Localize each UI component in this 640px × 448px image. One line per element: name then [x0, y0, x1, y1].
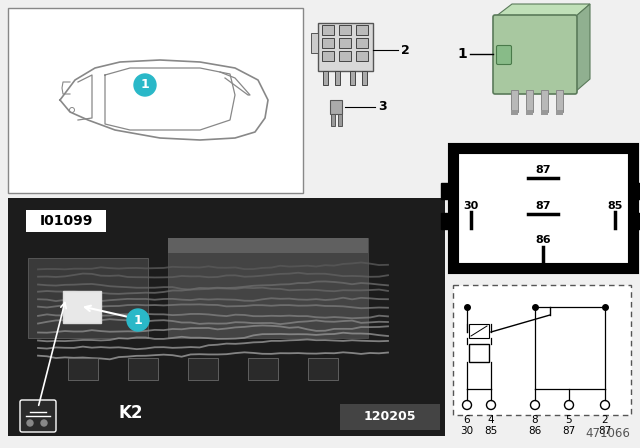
Bar	[331, 114, 335, 126]
Bar	[339, 38, 351, 48]
FancyBboxPatch shape	[493, 15, 577, 94]
Bar	[188, 358, 218, 380]
Text: 87: 87	[535, 165, 551, 175]
Bar	[631, 183, 640, 199]
Circle shape	[27, 420, 33, 426]
Bar	[511, 110, 518, 115]
Bar	[526, 110, 533, 115]
Bar	[168, 238, 368, 253]
Bar	[322, 25, 334, 35]
Text: 85: 85	[484, 426, 498, 436]
Bar	[330, 100, 342, 114]
FancyBboxPatch shape	[20, 400, 56, 432]
Text: 87: 87	[535, 201, 551, 211]
Text: 1: 1	[457, 47, 467, 61]
Bar	[8, 198, 445, 436]
Bar	[338, 114, 342, 126]
Bar	[511, 90, 518, 112]
Bar	[168, 238, 368, 338]
Bar	[322, 51, 334, 61]
Bar	[453, 285, 631, 415]
Text: 4: 4	[488, 415, 494, 425]
Bar	[556, 110, 563, 115]
Polygon shape	[575, 4, 590, 92]
Bar	[362, 71, 367, 85]
Bar	[469, 344, 489, 362]
Bar	[631, 213, 640, 229]
Bar	[441, 213, 455, 229]
Bar	[356, 38, 368, 48]
Bar	[323, 71, 328, 85]
Text: 6: 6	[464, 415, 470, 425]
Bar	[356, 25, 368, 35]
Circle shape	[41, 420, 47, 426]
Text: I01099: I01099	[39, 214, 93, 228]
Text: 87: 87	[598, 426, 612, 436]
Text: 2: 2	[602, 415, 608, 425]
Bar	[339, 25, 351, 35]
Bar	[556, 90, 563, 112]
Bar	[469, 324, 489, 338]
Bar	[248, 358, 278, 380]
Bar	[26, 210, 106, 232]
Text: 8: 8	[532, 415, 538, 425]
Bar	[8, 8, 303, 193]
Text: 30: 30	[460, 426, 474, 436]
Text: 120205: 120205	[364, 410, 416, 423]
Bar	[339, 51, 351, 61]
Text: K2: K2	[118, 404, 143, 422]
Bar	[453, 148, 633, 268]
Circle shape	[127, 309, 149, 331]
Bar	[541, 110, 548, 115]
Bar	[68, 358, 98, 380]
Bar	[63, 291, 101, 323]
Text: 86: 86	[529, 426, 541, 436]
Bar	[340, 404, 440, 430]
Polygon shape	[495, 4, 590, 17]
Text: 471066: 471066	[585, 427, 630, 440]
Bar	[356, 51, 368, 61]
Bar	[318, 23, 373, 71]
Bar	[335, 71, 340, 85]
Bar	[128, 358, 158, 380]
Text: 85: 85	[607, 201, 623, 211]
Text: 30: 30	[463, 201, 479, 211]
Text: 1: 1	[134, 314, 142, 327]
Bar	[28, 258, 148, 338]
Circle shape	[134, 74, 156, 96]
Text: 87: 87	[563, 426, 575, 436]
Text: 5: 5	[566, 415, 572, 425]
Bar	[311, 33, 318, 53]
Bar	[541, 90, 548, 112]
Text: 86: 86	[535, 235, 551, 245]
Text: 2: 2	[401, 43, 410, 56]
Text: 3: 3	[378, 100, 387, 113]
Bar	[441, 183, 455, 199]
FancyBboxPatch shape	[497, 46, 511, 65]
Bar	[350, 71, 355, 85]
Bar	[526, 90, 533, 112]
Bar	[322, 38, 334, 48]
Bar	[308, 358, 338, 380]
Text: 1: 1	[141, 78, 149, 91]
